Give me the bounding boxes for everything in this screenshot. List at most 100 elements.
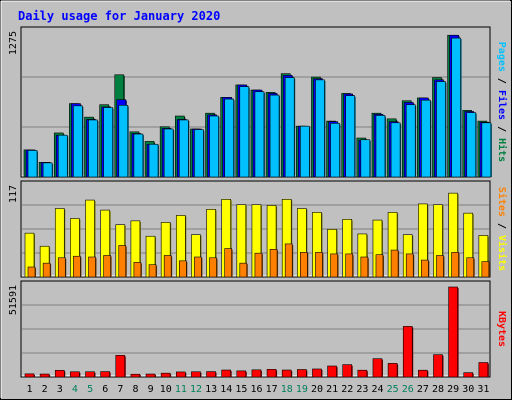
day-label-16: 16 (250, 384, 262, 395)
bar-sites-2 (42, 262, 51, 278)
day-label-18: 18 (281, 384, 293, 395)
bar-sites-28 (436, 255, 444, 278)
bar-kbytes-7 (115, 355, 126, 378)
bar-kbytes-22 (342, 364, 353, 378)
day-label-12: 12 (190, 384, 202, 395)
bar-pages-26 (405, 104, 416, 178)
bar-sites-20 (315, 252, 323, 278)
bar-pages-20 (315, 79, 325, 178)
bar-kbytes-4 (70, 371, 80, 378)
bar-kbytes-23 (357, 369, 368, 378)
bar-kbytes-13 (206, 371, 216, 378)
day-label-28: 28 (432, 384, 444, 395)
bar-sites-24 (375, 254, 384, 278)
day-label-11: 11 (175, 384, 187, 395)
day-label-14: 14 (220, 384, 232, 395)
legend-part-0: Pages (496, 42, 507, 72)
day-label-8: 8 (132, 384, 138, 395)
bar-sites-7 (118, 245, 127, 278)
bar-kbytes-2 (39, 373, 50, 378)
bar-sites-18 (284, 243, 293, 278)
bar-pages-19 (300, 125, 310, 178)
legend-part-2: Files (496, 90, 508, 120)
day-label-26: 26 (402, 384, 414, 395)
bar-kbytes-12 (191, 371, 201, 378)
bar-kbytes-3 (54, 370, 65, 378)
bar-kbytes-30 (463, 372, 474, 378)
bar-kbytes-27 (418, 369, 428, 378)
day-label-29: 29 (447, 384, 459, 395)
bar-pages-16 (254, 91, 265, 178)
bar-sites-30 (466, 257, 475, 278)
bar-sites-11 (178, 260, 187, 278)
day-label-20: 20 (311, 384, 323, 395)
day-label-1: 1 (27, 384, 33, 395)
side-legend-3: KBytes (496, 311, 507, 347)
bar-kbytes-8 (130, 373, 141, 378)
bar-sites-5 (88, 256, 96, 278)
legend-part-0: KBytes (496, 311, 507, 347)
bar-pages-5 (88, 119, 98, 178)
day-label-3: 3 (57, 384, 63, 395)
bar-kbytes-10 (160, 372, 171, 378)
bar-kbytes-26 (402, 326, 413, 378)
day-label-22: 22 (341, 384, 353, 395)
legend-part-2: Visits (496, 235, 508, 271)
side-legend-2: Sites / Visits (496, 187, 508, 271)
day-label-13: 13 (205, 384, 217, 395)
day-label-9: 9 (148, 384, 154, 395)
bar-kbytes-15 (236, 370, 247, 378)
bar-kbytes-21 (327, 365, 337, 378)
bar-sites-8 (133, 262, 142, 278)
bar-sites-19 (300, 252, 308, 278)
bar-kbytes-14 (221, 369, 231, 378)
bar-sites-13 (209, 257, 217, 278)
legend-part-0: Sites (496, 187, 508, 217)
day-label-5: 5 (87, 384, 93, 395)
bar-sites-21 (330, 253, 338, 278)
day-label-6: 6 (102, 384, 108, 395)
day-label-25: 25 (387, 384, 399, 395)
day-label-4: 4 (72, 384, 78, 395)
bar-pages-12 (194, 129, 204, 178)
bar-pages-8 (133, 133, 144, 178)
bar-pages-27 (421, 99, 431, 178)
bar-sites-23 (360, 256, 369, 278)
day-label-10: 10 (160, 384, 172, 395)
bar-sites-3 (57, 257, 66, 278)
bar-pages-3 (57, 134, 68, 178)
bar-pages-6 (103, 107, 113, 178)
bar-sites-26 (405, 253, 414, 278)
bar-kbytes-29 (448, 286, 458, 378)
day-label-23: 23 (356, 384, 368, 395)
bar-pages-21 (330, 123, 340, 178)
bar-pages-30 (466, 112, 477, 178)
bar-pages-17 (269, 94, 280, 178)
y-max-label-3: 51591 (8, 285, 19, 315)
bar-pages-4 (73, 105, 83, 178)
bar-pages-11 (178, 119, 189, 178)
bar-pages-22 (345, 95, 356, 178)
chart-title: Daily usage for January 2020 (18, 9, 220, 23)
bar-sites-17 (269, 249, 278, 278)
bar-kbytes-24 (372, 358, 383, 378)
bar-kbytes-20 (312, 368, 322, 378)
bar-sites-9 (148, 264, 157, 278)
bar-kbytes-18 (281, 369, 292, 378)
day-label-30: 30 (462, 384, 474, 395)
y-max-label-2: 117 (8, 185, 19, 203)
bar-kbytes-11 (175, 371, 186, 378)
bar-kbytes-28 (433, 354, 443, 378)
bar-sites-15 (239, 262, 248, 278)
bar-pages-7 (118, 104, 129, 178)
bar-pages-23 (360, 139, 371, 178)
legend-part-1: / (496, 217, 507, 235)
day-label-19: 19 (296, 384, 308, 395)
day-label-31: 31 (477, 384, 489, 395)
bar-pages-13 (209, 115, 219, 178)
bar-pages-31 (481, 122, 492, 178)
bar-kbytes-31 (478, 362, 489, 378)
bar-sites-16 (254, 252, 263, 278)
